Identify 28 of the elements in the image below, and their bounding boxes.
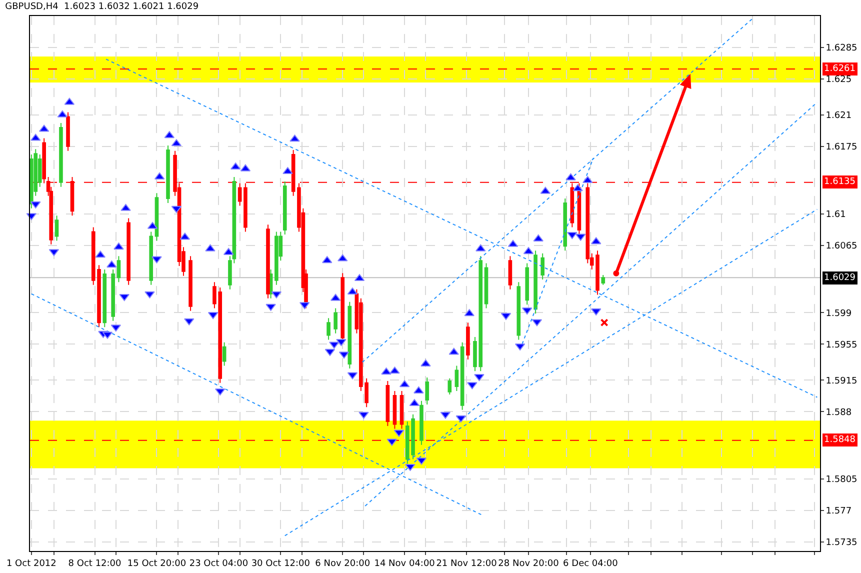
y-tick-label: 1.6175: [826, 142, 858, 153]
x-tick-label: 23 Oct 04:00: [189, 558, 248, 569]
y-tick-label: 1.5805: [826, 475, 858, 486]
y-tick-label: 1.621: [826, 111, 852, 122]
y-tick-label: 1.577: [826, 506, 852, 517]
x-tick-label: 8 Oct 12:00: [68, 558, 122, 569]
y-tick-label: 1.625: [826, 75, 852, 86]
x-tick-label: 30 Oct 12:00: [251, 558, 310, 569]
x-tick-label: 28 Nov 20:00: [498, 558, 560, 569]
x-tick-label: 15 Oct 20:00: [127, 558, 186, 569]
ref-line-label: 1.6135: [824, 177, 856, 187]
chart-title: GBPUSD,H4 1.6023 1.6032 1.6021 1.6029: [5, 2, 199, 12]
ref-line-label: 1.5848: [824, 435, 856, 445]
y-tick-label: 1.6065: [826, 241, 858, 252]
y-tick-label: 1.61: [826, 210, 846, 220]
y-tick-label: 1.588: [826, 408, 852, 418]
y-tick-label: 1.5735: [826, 538, 858, 548]
y-tick-label: 1.5915: [826, 376, 858, 386]
x-tick-label: 6 Nov 20:00: [315, 558, 370, 569]
y-tick-label: 1.5955: [826, 340, 858, 350]
ref-line-label: 1.6261: [824, 64, 856, 74]
x-tick-label: 14 Nov 04:00: [374, 558, 436, 569]
y-tick-label: 1.6285: [826, 44, 858, 54]
x-tick-label: 21 Nov 12:00: [436, 558, 498, 569]
ref-line-label: 1.6029: [824, 273, 856, 283]
x-tick-label: 6 Dec 04:00: [563, 558, 618, 569]
x-tick-label: 1 Oct 2012: [6, 558, 56, 569]
y-tick-label: 1.599: [826, 308, 852, 319]
